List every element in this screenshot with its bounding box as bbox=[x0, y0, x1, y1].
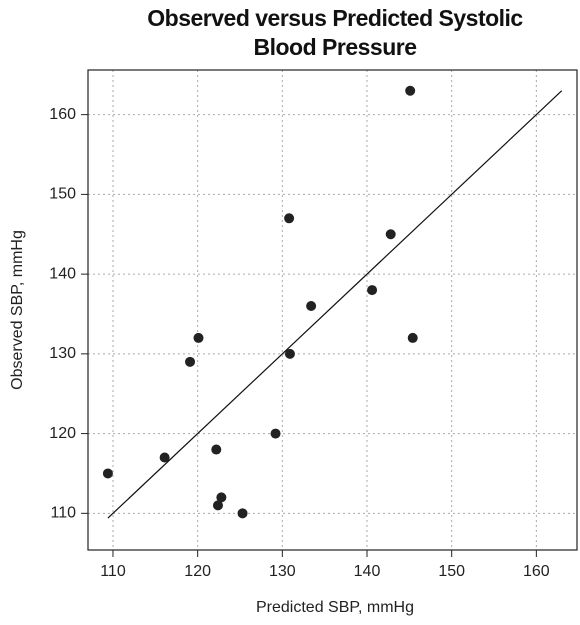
data-point bbox=[193, 332, 204, 343]
data-point bbox=[185, 356, 196, 367]
chart-title: Observed versus Predicted Systolic Blood… bbox=[147, 5, 523, 60]
x-tick-label: 150 bbox=[438, 563, 465, 580]
x-tick-label: 160 bbox=[523, 563, 550, 580]
data-point bbox=[270, 428, 281, 439]
data-point bbox=[216, 492, 227, 503]
y-tick-label: 110 bbox=[50, 505, 76, 522]
data-point bbox=[159, 452, 170, 463]
data-point bbox=[405, 85, 416, 96]
y-tick-label: 120 bbox=[49, 425, 76, 442]
x-tick-label: 140 bbox=[354, 563, 381, 580]
data-point bbox=[306, 301, 317, 312]
data-point bbox=[284, 213, 295, 224]
plot-frame bbox=[87, 69, 578, 551]
y-tick-label: 160 bbox=[49, 106, 76, 123]
x-tick-label: 110 bbox=[100, 563, 126, 580]
data-point bbox=[367, 285, 378, 296]
data-point bbox=[237, 508, 248, 519]
data-point bbox=[211, 444, 222, 455]
x-axis-label: Predicted SBP, mmHg bbox=[256, 599, 414, 616]
y-tick-label: 130 bbox=[49, 345, 76, 362]
data-point bbox=[284, 348, 295, 359]
reference-line bbox=[107, 90, 563, 519]
y-tick-label: 140 bbox=[49, 265, 76, 282]
data-point bbox=[385, 229, 396, 240]
data-point bbox=[407, 332, 418, 343]
y-axis-label: Observed SBP, mmHg bbox=[9, 230, 26, 390]
data-point bbox=[212, 500, 223, 511]
x-tick-label: 130 bbox=[269, 563, 296, 580]
y-tick-label: 150 bbox=[49, 186, 76, 203]
x-tick-label: 120 bbox=[184, 563, 211, 580]
data-point bbox=[102, 468, 113, 479]
